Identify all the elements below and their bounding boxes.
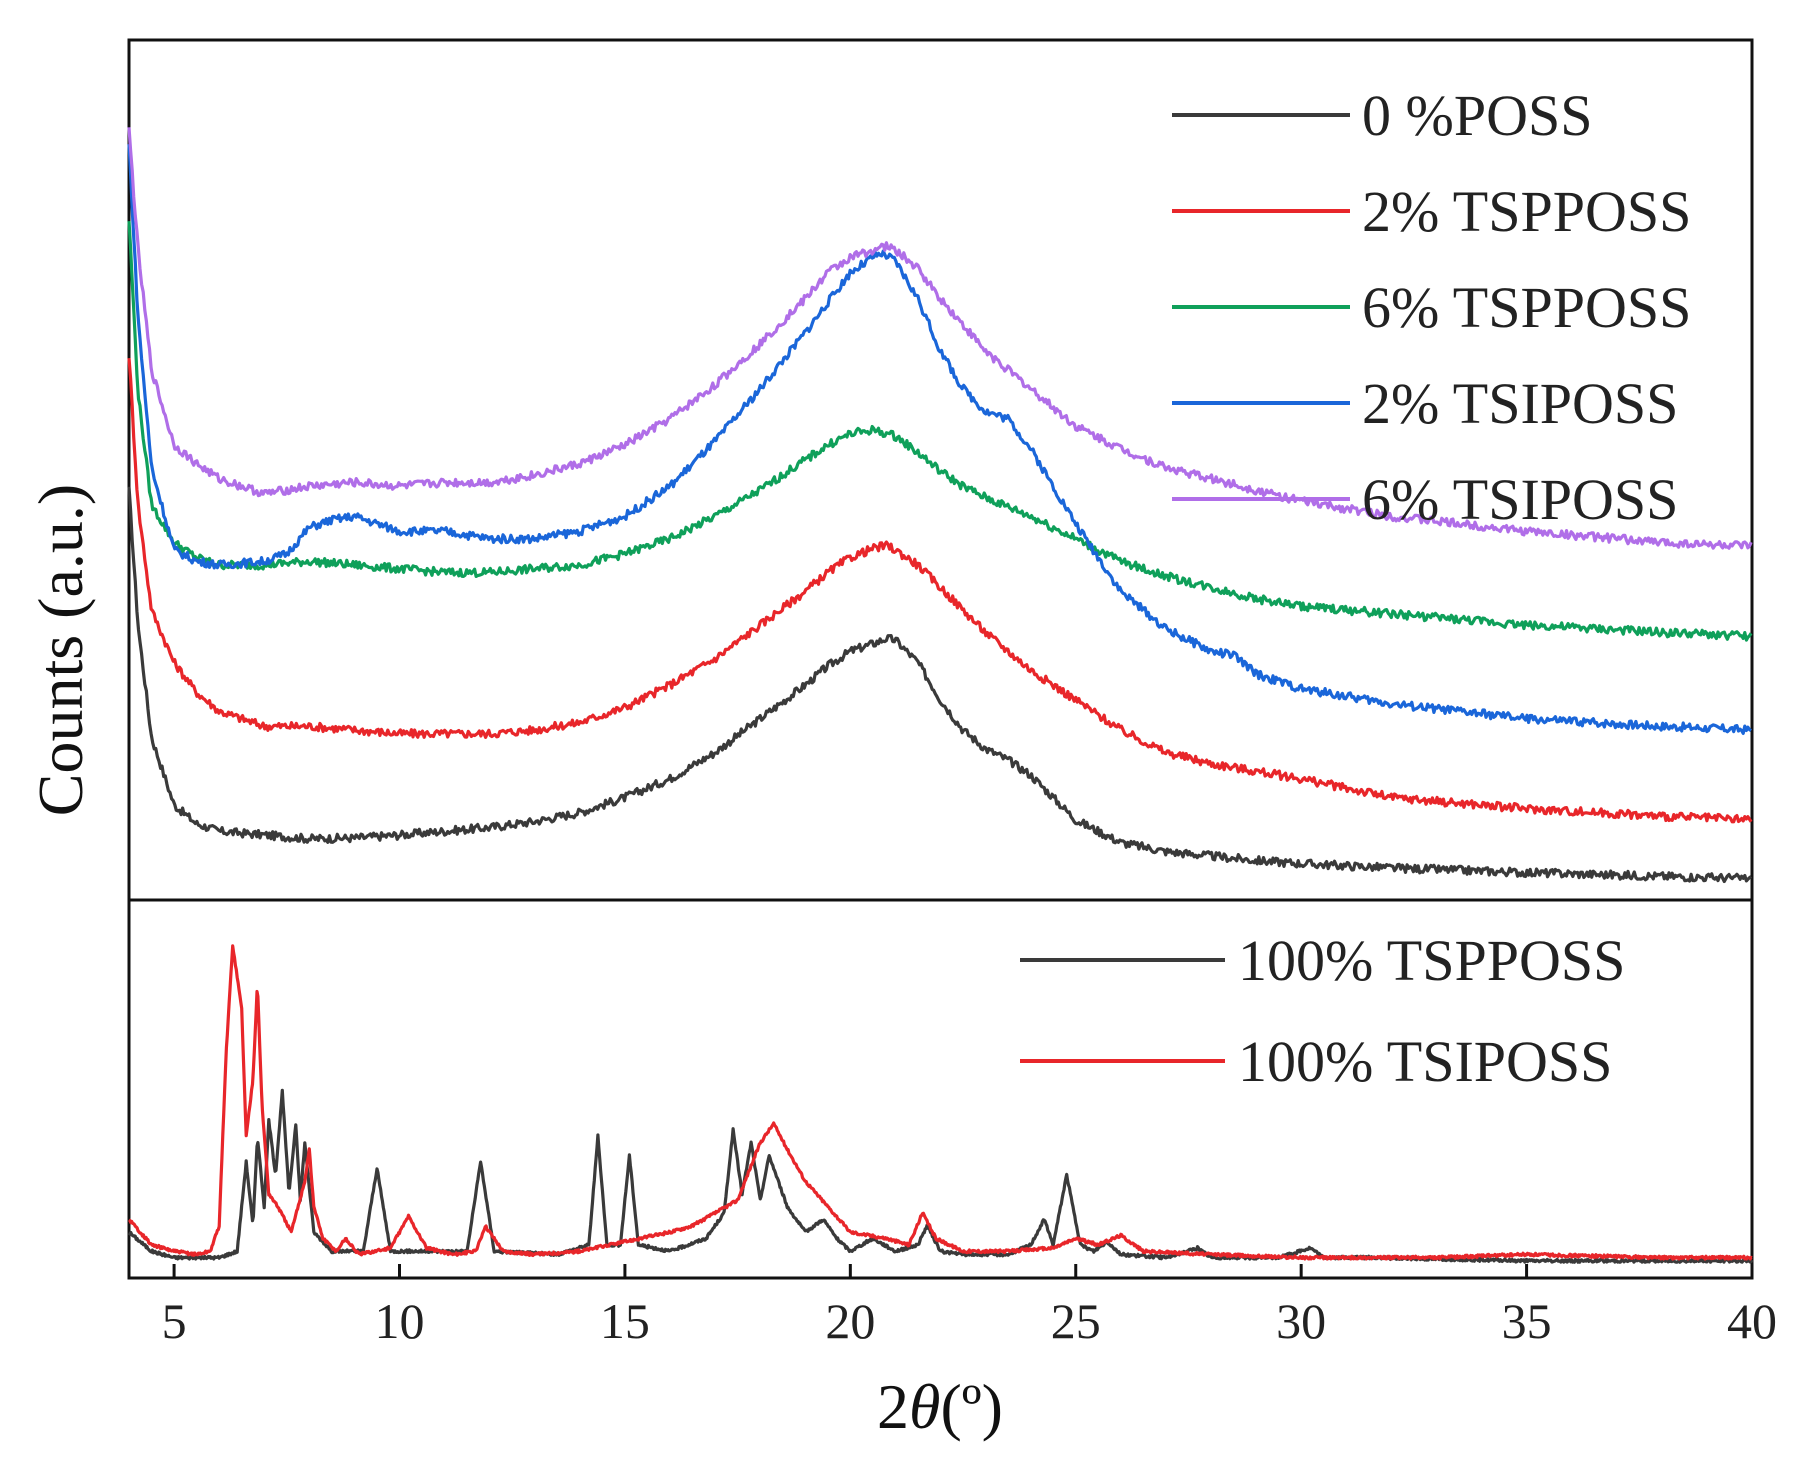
legend-label: 6% TSPPOSS — [1362, 275, 1691, 340]
x-axis-title-unit: (º) — [940, 1371, 1002, 1442]
series-line-6-tsiposs — [127, 127, 1753, 550]
legend-label: 2% TSIPOSS — [1362, 371, 1678, 436]
x-tick-label: 10 — [375, 1293, 425, 1349]
series-line-0-poss — [127, 486, 1753, 884]
x-ticks — [172, 1264, 1754, 1278]
series-line-6-tspposs — [127, 221, 1753, 642]
x-tick-label: 25 — [1051, 1293, 1101, 1349]
bottom-panel-frame — [127, 898, 1754, 1280]
bottom-panel-series — [127, 944, 1754, 1264]
x-tick-label: 40 — [1727, 1293, 1777, 1349]
legend-label: 0 %POSS — [1362, 83, 1592, 148]
x-tick-label: 30 — [1276, 1293, 1326, 1349]
x-tick-label: 5 — [162, 1293, 187, 1349]
x-tick-label: 35 — [1502, 1293, 1552, 1349]
series-line-100-tspposs — [127, 1088, 1754, 1264]
bottom-legend: 100% TSPPOSS 100% TSIPOSS — [1020, 928, 1625, 1094]
y-axis-title: Counts (a.u.) — [25, 484, 96, 816]
x-axis-title-prefix: 2 — [877, 1371, 909, 1442]
x-tick-label: 20 — [825, 1293, 875, 1349]
top-panel-series — [127, 127, 1753, 884]
top-legend: 0 %POSS 2% TSPPOSS 6% TSPPOSS 2% TSIPOSS 6% … — [1172, 83, 1691, 532]
legend-label: 2% TSPPOSS — [1362, 179, 1691, 244]
series-line-2-tspposs — [127, 357, 1753, 824]
x-axis-title-theta: θ — [909, 1371, 940, 1442]
x-tick-label: 15 — [600, 1293, 650, 1349]
legend-label: 100% TSIPOSS — [1238, 1029, 1612, 1094]
legend-label: 100% TSPPOSS — [1238, 928, 1625, 993]
series-line-100-tsiposs — [128, 944, 1753, 1261]
legend-label: 6% TSIPOSS — [1362, 467, 1678, 532]
x-tick-labels: 5 10 15 20 25 30 35 40 — [162, 1293, 1777, 1349]
x-axis-title: 2θ(º) — [877, 1371, 1003, 1442]
series-line-2-tsiposs — [127, 144, 1752, 735]
